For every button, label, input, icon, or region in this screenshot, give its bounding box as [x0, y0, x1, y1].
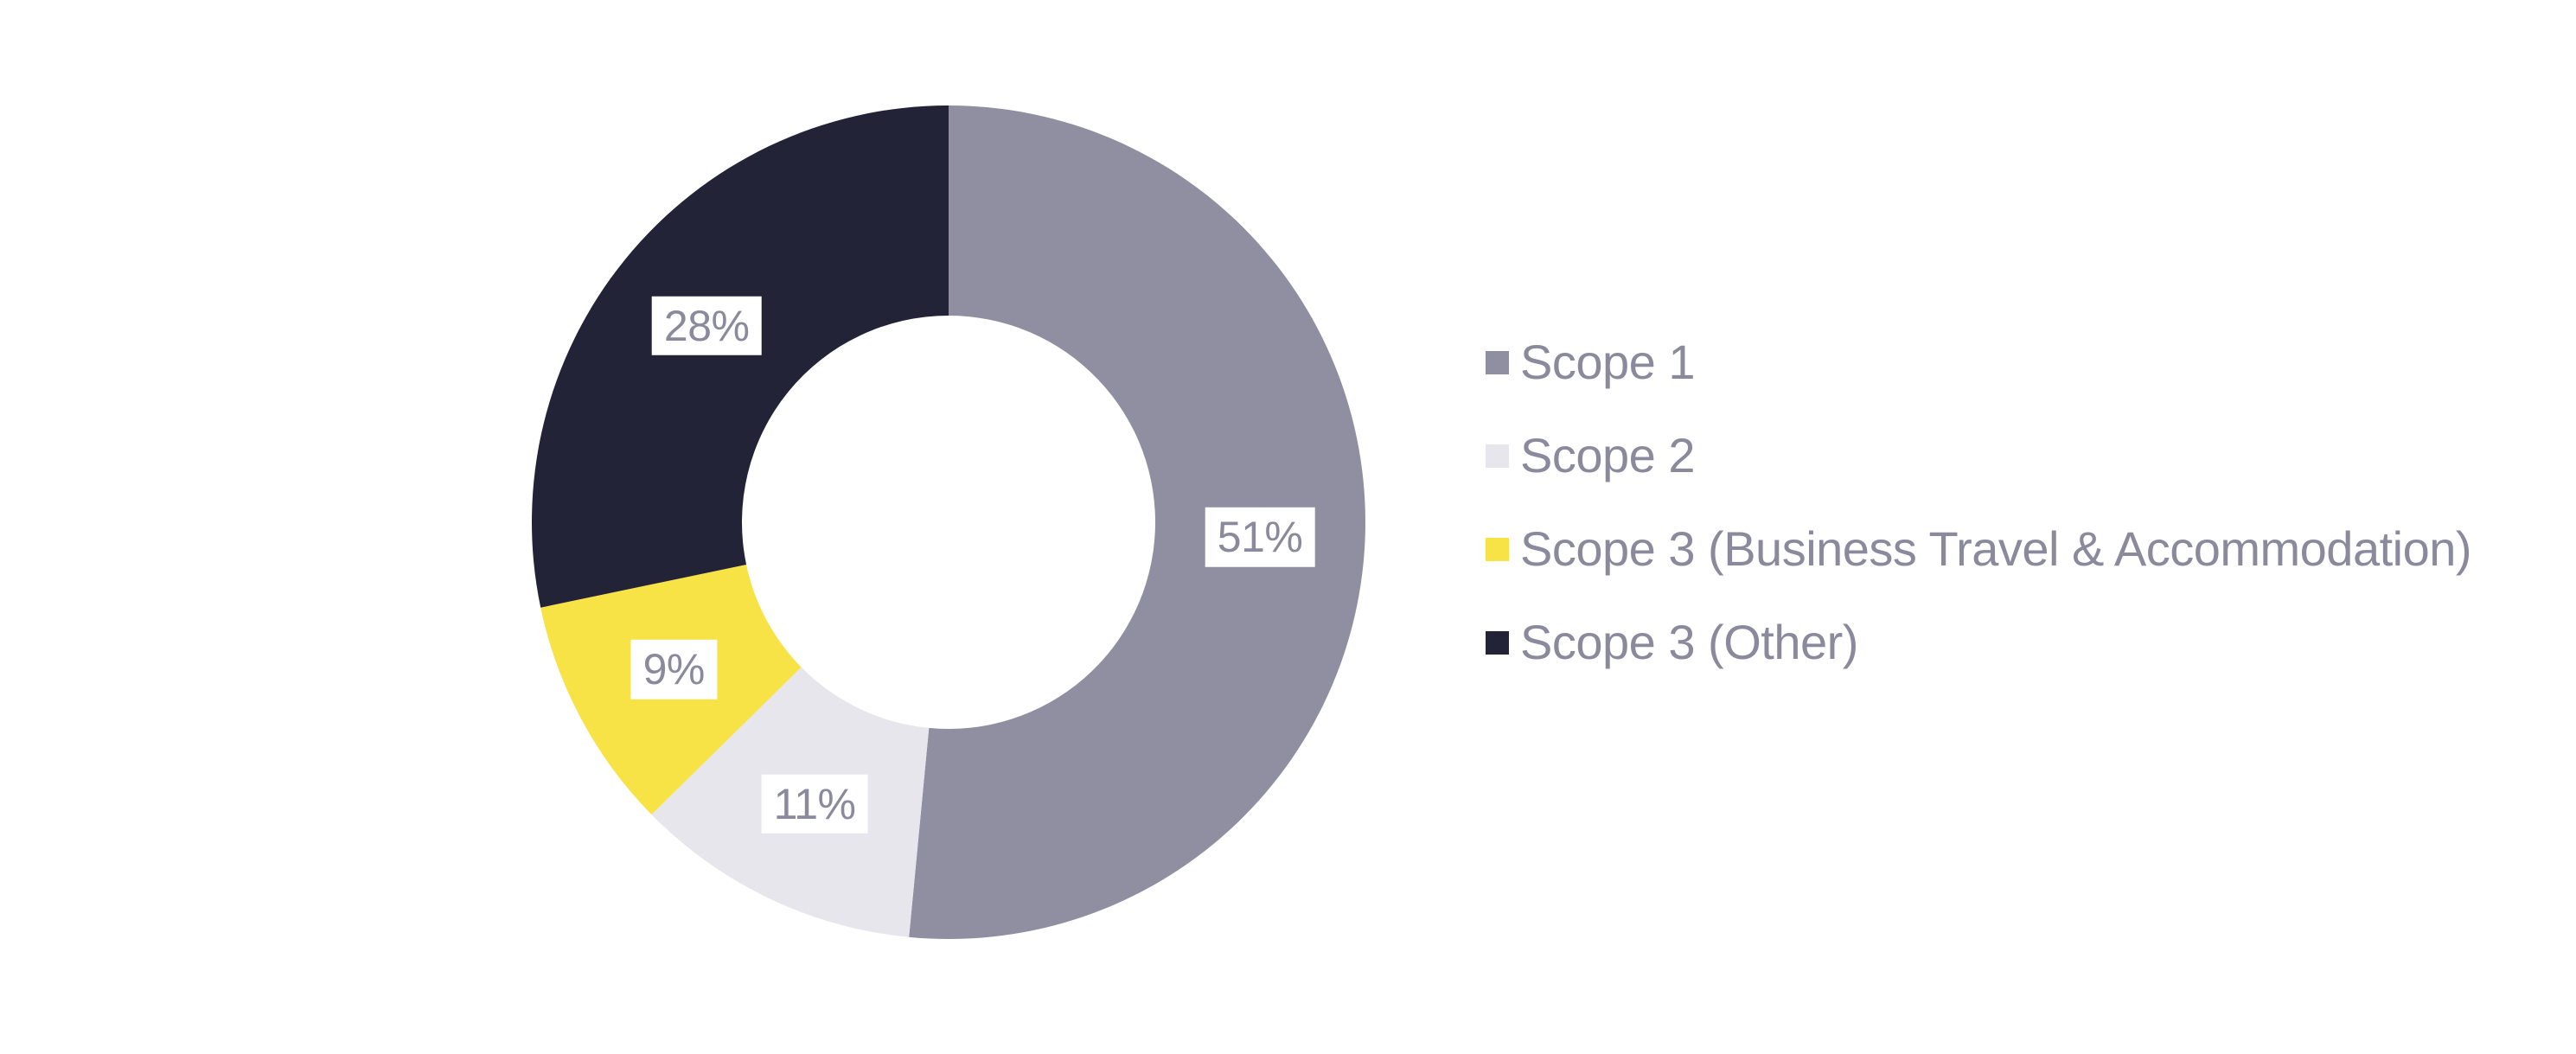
legend-item-scope-3-business-travel: Scope 3 (Business Travel & Accommodation… [1486, 520, 2472, 578]
chart-legend: Scope 1 Scope 2 Scope 3 (Business Travel… [1486, 333, 2472, 706]
donut-segment-3 [532, 105, 949, 608]
legend-label: Scope 3 (Business Travel & Accommodation… [1520, 521, 2472, 576]
legend-label: Scope 2 [1520, 428, 1696, 482]
legend-swatch-icon [1486, 444, 1509, 468]
legend-label: Scope 3 (Other) [1520, 615, 1858, 669]
legend-swatch-icon [1486, 537, 1509, 561]
slice-percent-label: 9% [630, 640, 717, 699]
legend-label: Scope 1 [1520, 335, 1696, 389]
donut-segment-0 [909, 105, 1365, 939]
legend-item-scope-3-other: Scope 3 (Other) [1486, 613, 2471, 672]
slice-percent-label: 51% [1205, 507, 1315, 567]
legend-item-scope-1: Scope 1 [1486, 333, 2471, 392]
donut-chart: 51% 11% 9% 28% [532, 105, 1365, 939]
donut-svg [532, 105, 1365, 939]
legend-item-scope-2: Scope 2 [1486, 426, 2471, 485]
legend-swatch-icon [1486, 630, 1509, 655]
slice-percent-label: 28% [651, 296, 762, 355]
slice-percent-label: 11% [761, 774, 868, 834]
legend-swatch-icon [1486, 350, 1509, 374]
